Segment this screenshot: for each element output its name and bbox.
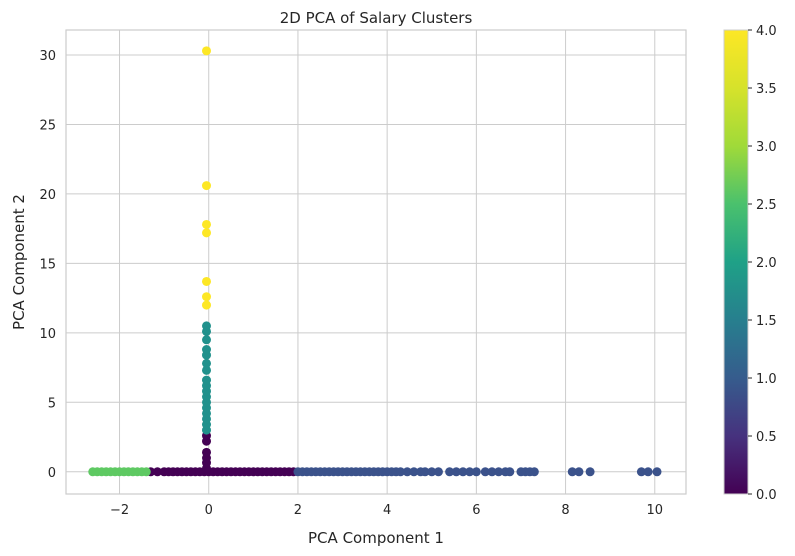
x-tick-label: 10: [647, 503, 664, 518]
data-point: [202, 300, 212, 310]
x-axis-label: PCA Component 1: [308, 529, 444, 547]
data-point: [202, 321, 212, 331]
data-point: [505, 467, 515, 477]
data-point: [202, 181, 212, 191]
data-point: [420, 467, 430, 477]
data-point: [202, 447, 212, 457]
x-tick-label: −2: [110, 503, 129, 518]
data-point: [202, 276, 212, 286]
data-point: [487, 467, 497, 477]
colorbar-tick-label: 2.5: [756, 198, 777, 213]
y-tick-labels: 0 5 10 15 20 25 30: [39, 49, 56, 481]
y-tick-label: 10: [39, 327, 56, 342]
colorbar-tick-label: 2.0: [756, 256, 777, 271]
grid-lines: [66, 30, 686, 494]
data-point: [202, 292, 212, 302]
data-point: [445, 467, 455, 477]
data-point: [574, 467, 584, 477]
data-point: [152, 467, 162, 477]
x-tick-label: 4: [383, 503, 391, 518]
data-point: [458, 467, 468, 477]
y-tick-label: 0: [48, 466, 56, 481]
data-point: [465, 467, 475, 477]
data-point: [409, 467, 419, 477]
x-tick-label: 6: [472, 503, 480, 518]
data-point: [202, 219, 212, 229]
data-point: [529, 467, 539, 477]
plot-area: [66, 30, 686, 494]
colorbar-tick-label: 0.5: [756, 430, 777, 445]
colorbar-tick-label: 1.0: [756, 372, 777, 387]
y-tick-label: 25: [39, 118, 56, 133]
data-point: [471, 467, 481, 477]
colorbar-tick-label: 0.0: [756, 488, 777, 503]
data-point: [643, 467, 653, 477]
data-point: [202, 345, 212, 355]
data-point: [427, 467, 437, 477]
x-tick-labels: −2 0 2 4 6 8 10: [110, 503, 663, 518]
data-point: [141, 467, 151, 477]
plot-frame: [65, 29, 687, 495]
data-point: [636, 467, 646, 477]
data-point: [202, 365, 212, 375]
data-point: [567, 467, 577, 477]
x-tick-label: 2: [294, 503, 302, 518]
colorbar-tick-label: 4.0: [756, 24, 777, 39]
chart-title: 2D PCA of Salary Clusters: [280, 9, 473, 27]
colorbar-tick-label: 3.0: [756, 140, 777, 155]
colorbar-tick-label: 3.5: [756, 82, 777, 97]
data-point: [202, 335, 212, 345]
y-tick-label: 20: [39, 188, 56, 203]
data-point: [652, 467, 662, 477]
y-tick-label: 15: [39, 257, 56, 272]
data-point: [202, 46, 212, 56]
data-points: [88, 46, 662, 477]
data-point: [402, 467, 412, 477]
x-tick-label: 8: [561, 503, 569, 518]
data-point: [202, 375, 212, 385]
colorbar: [723, 29, 749, 495]
data-point: [494, 467, 504, 477]
data-point: [202, 358, 212, 368]
x-tick-label: 0: [205, 503, 213, 518]
data-point: [480, 467, 490, 477]
y-axis-label: PCA Component 2: [10, 194, 28, 330]
y-tick-label: 5: [48, 396, 56, 411]
data-point: [202, 228, 212, 238]
data-point: [585, 467, 595, 477]
y-tick-label: 30: [39, 49, 56, 64]
data-point: [433, 467, 443, 477]
colorbar-tick-label: 1.5: [756, 314, 777, 329]
data-point: [396, 467, 406, 477]
data-point: [451, 467, 461, 477]
colorbar-tick-labels: 0.0 0.5 1.0 1.5 2.0 2.5 3.0 3.5 4.0: [748, 24, 777, 503]
